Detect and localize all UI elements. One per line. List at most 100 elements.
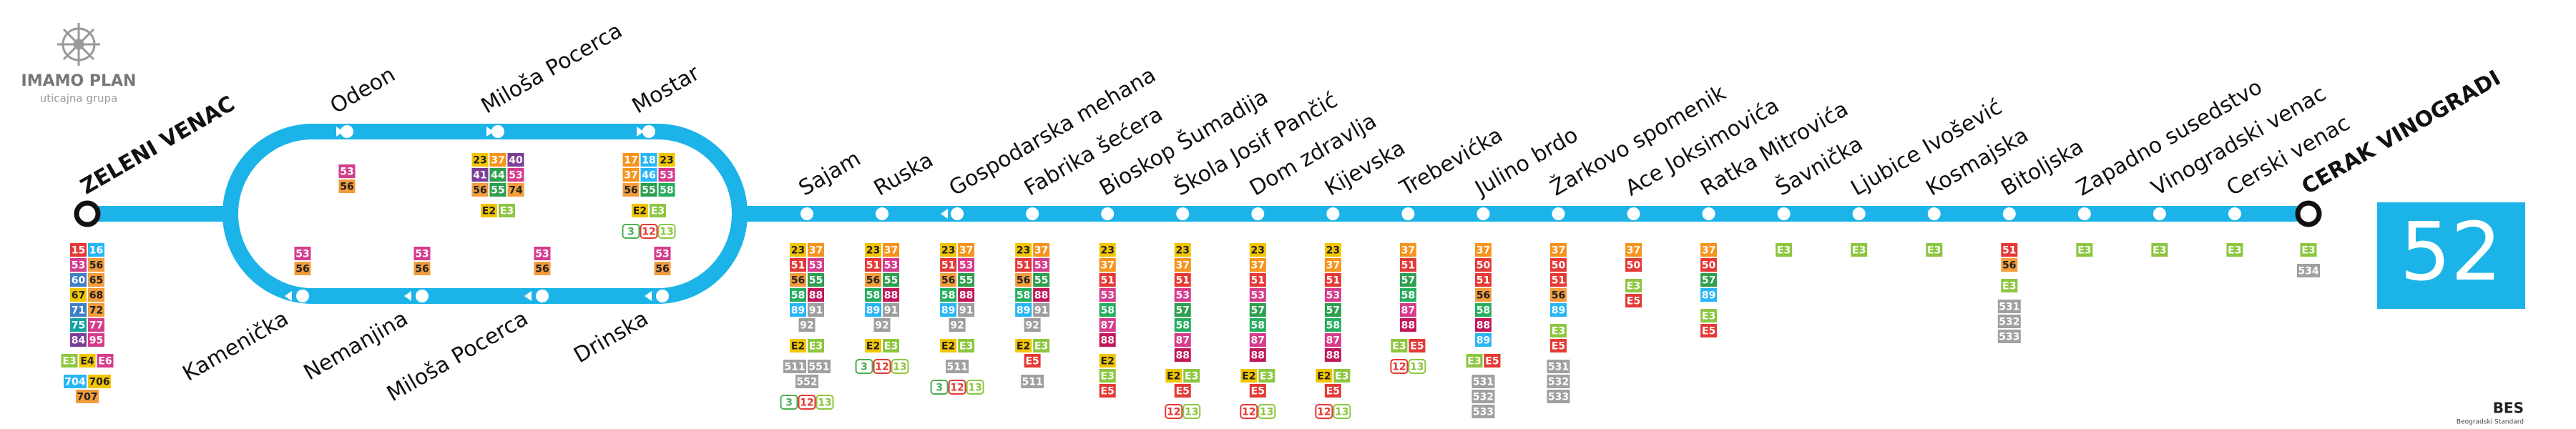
route-label: 88 — [884, 290, 898, 302]
route-label: 511 — [946, 362, 967, 373]
route-badge — [1390, 359, 1409, 374]
route-label: 58 — [1017, 290, 1030, 302]
route-label: 704 — [64, 377, 85, 388]
direction-arrow — [336, 127, 343, 137]
route-badge — [1547, 375, 1570, 388]
route-badge — [88, 243, 104, 257]
route-label: 53 — [1100, 290, 1114, 302]
route-label: 13 — [1410, 362, 1424, 373]
route-label: 58 — [660, 185, 673, 197]
route-badge — [489, 183, 506, 197]
stop-marker — [800, 207, 813, 220]
direction-arrow — [524, 291, 532, 301]
route-label: E2 — [1017, 341, 1030, 352]
route-label: 23 — [660, 155, 673, 167]
route-label: 51 — [1326, 275, 1340, 287]
line-loop — [222, 124, 748, 304]
route-badge — [1391, 339, 1408, 352]
route-label: 551 — [808, 362, 829, 373]
route-label: E3 — [62, 356, 76, 368]
route-label: 53 — [340, 167, 353, 178]
route-label: 89 — [1476, 335, 1490, 347]
route-badge — [489, 168, 506, 182]
route-label: 13 — [893, 362, 906, 373]
route-badge — [808, 288, 824, 302]
route-label: 56 — [295, 264, 309, 275]
route-badge — [658, 183, 675, 197]
route-badge — [1324, 303, 1341, 317]
route-label: 51 — [1476, 275, 1490, 287]
route-badge — [1249, 384, 1266, 398]
route-label: 88 — [809, 290, 823, 302]
route-badge — [790, 273, 806, 287]
route-label: 37 — [1627, 245, 1640, 257]
route-label: 51 — [2002, 245, 2016, 257]
route-badge — [1700, 273, 1718, 287]
route-label: 40 — [509, 155, 523, 167]
route-badge — [1033, 303, 1050, 317]
route-badge — [1033, 273, 1050, 287]
stop-marker — [1777, 207, 1791, 220]
logo-spokes — [57, 23, 100, 66]
route-label: 58 — [791, 290, 805, 302]
stop-marker — [341, 125, 353, 138]
route-badge — [1174, 348, 1191, 362]
route-label: E2 — [1317, 371, 1331, 383]
route-label: 92 — [875, 320, 888, 332]
route-badge — [1024, 354, 1041, 368]
route-label: 533 — [1548, 392, 1569, 403]
route-label: 53 — [1326, 290, 1340, 302]
route-label: 23 — [1326, 245, 1340, 257]
route-badge — [507, 168, 524, 182]
route-badge — [1700, 309, 1718, 322]
route-badge — [790, 243, 806, 257]
route-label: E3 — [1101, 371, 1115, 383]
route-label: E5 — [1627, 296, 1640, 307]
route-label: 23 — [791, 245, 805, 257]
route-label: 57 — [1401, 275, 1415, 287]
route-badge — [883, 288, 900, 302]
route-badge — [1033, 258, 1050, 272]
route-badge — [1550, 273, 1567, 287]
route-label: 13 — [1335, 407, 1348, 418]
route-label: 56 — [2002, 260, 2016, 272]
direction-arrow — [285, 291, 292, 301]
route-label: E3 — [1777, 245, 1791, 257]
route-badge — [940, 258, 957, 272]
route-label: 53 — [809, 260, 823, 272]
route-label: 53 — [884, 260, 898, 272]
route-badge — [88, 273, 104, 287]
route-badge — [808, 360, 831, 373]
route-label: E3 — [1552, 326, 1565, 337]
stop-marker — [2077, 207, 2091, 220]
route-badge — [640, 168, 657, 182]
route-badge — [1240, 369, 1258, 383]
route-badge — [1174, 258, 1191, 272]
route-label: 50 — [1552, 260, 1566, 272]
route-badge — [883, 303, 900, 317]
route-badge — [338, 179, 356, 193]
route-badge — [940, 243, 957, 257]
route-label: 37 — [1251, 260, 1265, 272]
route-badge — [865, 243, 882, 257]
route-badge — [622, 183, 640, 197]
route-label: 12 — [800, 398, 813, 409]
route-label: 37 — [1401, 245, 1415, 257]
route-badge — [507, 183, 524, 197]
route-label: 56 — [941, 275, 955, 287]
route-label: E3 — [651, 206, 665, 217]
stop-marker — [1251, 207, 1265, 220]
route-label: 87 — [1176, 335, 1190, 347]
route-badge — [1700, 258, 1718, 272]
route-badge — [1174, 243, 1191, 257]
stop-marker — [1927, 207, 1941, 220]
stop-marker — [1401, 207, 1415, 220]
route-label: 532 — [1999, 317, 2019, 328]
route-label: E3 — [1392, 341, 1406, 352]
route-badge — [1997, 300, 2021, 313]
route-label: 72 — [89, 305, 103, 317]
route-label: 55 — [959, 275, 973, 287]
route-badge — [70, 288, 87, 302]
route-badge — [88, 375, 111, 388]
route-badge — [1851, 243, 1868, 257]
